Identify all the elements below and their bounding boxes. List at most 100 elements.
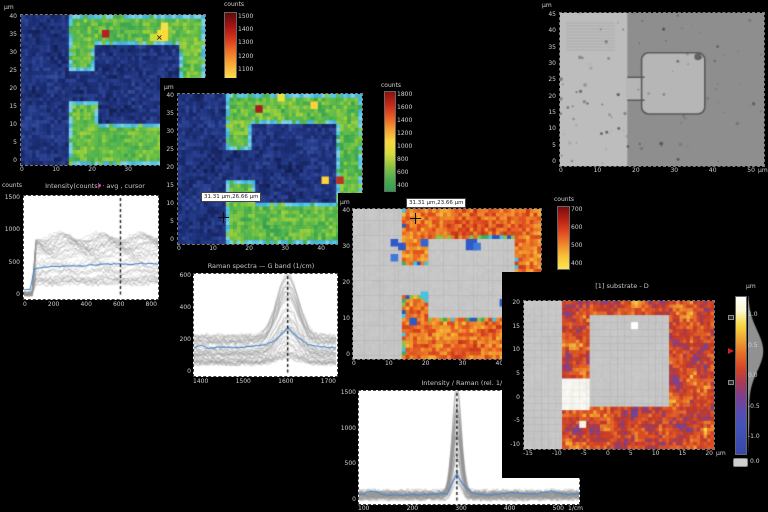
tick-label: 40 [9, 13, 17, 20]
tick-label: 600 [397, 169, 409, 176]
tick-label: 1400 [193, 378, 209, 385]
tick-label: 1.0 [748, 311, 758, 318]
tick-label: 20 [705, 450, 713, 457]
tick-label: 400 [179, 304, 191, 311]
tick-label: 400 [397, 182, 409, 189]
position-tooltip: 31.31 µm,23.66 µm [406, 198, 467, 208]
tick-label: 15 [166, 182, 174, 189]
tick-label: 400 [571, 260, 583, 267]
colorbar-range-marker-mid[interactable] [728, 380, 734, 385]
colorbar-c-ticks: 700 600 500 400 [571, 207, 591, 267]
tick-label: 20 [548, 92, 556, 100]
tick-label: 35 [166, 110, 174, 117]
tick-label: 5 [552, 141, 556, 149]
tick-label: 1300 [238, 39, 254, 47]
tick-label: 1100 [238, 65, 254, 73]
cursor-color-dot-icon [98, 184, 101, 187]
tick-label: 20 [342, 279, 350, 286]
tick-label: 15 [678, 450, 687, 457]
panel-spectra-gband: Raman spectra — G band (1/cm) 600 400 200 0… [172, 258, 347, 390]
tick-label: 800 [397, 156, 409, 163]
map-d-title: [1] substrate - D [595, 282, 649, 290]
tick-label: 30 [9, 49, 17, 56]
tick-label: 5 [516, 369, 520, 377]
colorbar-level-marker[interactable] [728, 348, 734, 354]
heatmap-d[interactable] [523, 300, 715, 450]
tick-label: 20 [512, 299, 520, 306]
tick-label: 500 [344, 460, 356, 468]
tick-label: 1000 [340, 424, 356, 432]
tick-label: 25 [9, 67, 17, 74]
colorbar-d-title: µm [746, 283, 756, 290]
tick-label: 0 [516, 393, 520, 401]
spectra-gband-plot[interactable] [193, 273, 338, 377]
colorbar-b [384, 91, 396, 192]
tick-label: 20 [245, 245, 253, 252]
map-b-y-unit: µm [164, 84, 174, 91]
tick-label: 0 [187, 368, 191, 375]
tick-label: 0 [13, 157, 17, 164]
tick-label: 40 [342, 207, 350, 214]
map-b-y-ticks: 40 35 30 25 20 15 10 5 0 [160, 93, 174, 243]
colorbar-d [735, 296, 747, 455]
tick-label: 0 [23, 301, 27, 308]
tick-label: 0 [352, 495, 356, 503]
tick-label: 20 [9, 85, 17, 92]
map-d-y-ticks: 20 15 10 5 0 -5 -10 [502, 300, 520, 448]
tick-label: 1400 [238, 26, 254, 34]
tick-label: 10 [548, 125, 556, 133]
tick-label: 1500 [4, 194, 20, 201]
optical-image[interactable] [559, 12, 765, 167]
plot2-title: Raman spectra — G band (1/cm) [207, 262, 315, 270]
panel-spectra-overview: counts Intensity(counts) · avg , cursor … [0, 178, 168, 315]
tick-label: 0 [552, 157, 556, 165]
crosshair-cursor-icon[interactable] [218, 212, 229, 223]
tick-label: 10 [593, 167, 602, 174]
tick-label: 600 [112, 301, 125, 308]
tick-label: 1000 [397, 143, 413, 150]
tick-label: 0.5 [748, 341, 758, 349]
tick-label: 300 [455, 505, 467, 512]
tick-label: 15 [512, 322, 520, 330]
tick-label: 1400 [397, 117, 413, 124]
tick-label: 40 [166, 92, 174, 99]
masked-color-label: 0.0 [750, 458, 760, 465]
tick-label: 15 [548, 108, 556, 116]
position-tooltip: 31.31 µm,26.66 µm [201, 192, 262, 202]
tick-label: 10 [512, 346, 520, 354]
colorbar-range-marker-top[interactable] [728, 315, 734, 320]
tick-label: 1700 [320, 378, 336, 385]
tick-label: 1200 [238, 52, 254, 60]
tick-label: 20 [421, 360, 430, 367]
tick-label: 500 [571, 242, 583, 249]
tick-label: 45 [548, 11, 556, 18]
tick-label: 20 [632, 167, 640, 174]
tick-label: 0.0 [748, 372, 758, 379]
spectra-overview-plot[interactable] [23, 195, 159, 300]
tick-label: 20 [166, 164, 174, 171]
tick-label: 1500 [340, 389, 356, 396]
tick-label: 1600 [278, 378, 294, 385]
tick-label: 5 [170, 218, 174, 225]
tick-label: 1800 [397, 91, 413, 98]
plot2-y-ticks: 600 400 200 0 [174, 273, 191, 375]
tick-label: -5 [580, 450, 587, 457]
tick-label: 500 [552, 505, 564, 512]
tick-label: 10 [651, 450, 660, 457]
tick-label: 35 [548, 43, 556, 51]
tick-label: 5 [628, 450, 633, 457]
tick-label: 40 [548, 27, 556, 35]
map-a-y-unit: µm [4, 4, 14, 11]
optical-y-ticks: 45 40 35 30 25 20 15 10 5 0 [530, 12, 556, 165]
tick-label: 30 [342, 243, 350, 250]
crosshair-cursor-icon[interactable] [410, 213, 421, 224]
colorbar-b-title: counts [381, 82, 402, 89]
plot3-x-ticks: 100 200 300 400 500 [358, 506, 564, 512]
colorbar-a-ticks: 150014001300120011001000 [238, 14, 260, 86]
heatmap-b[interactable] [177, 93, 363, 245]
tick-label: 10 [209, 245, 217, 252]
tick-label: 500 [8, 258, 20, 266]
plot3-title: Intensity / Raman (rel. 1/cm) [421, 379, 515, 387]
picked-point-x-icon: × [156, 33, 163, 42]
